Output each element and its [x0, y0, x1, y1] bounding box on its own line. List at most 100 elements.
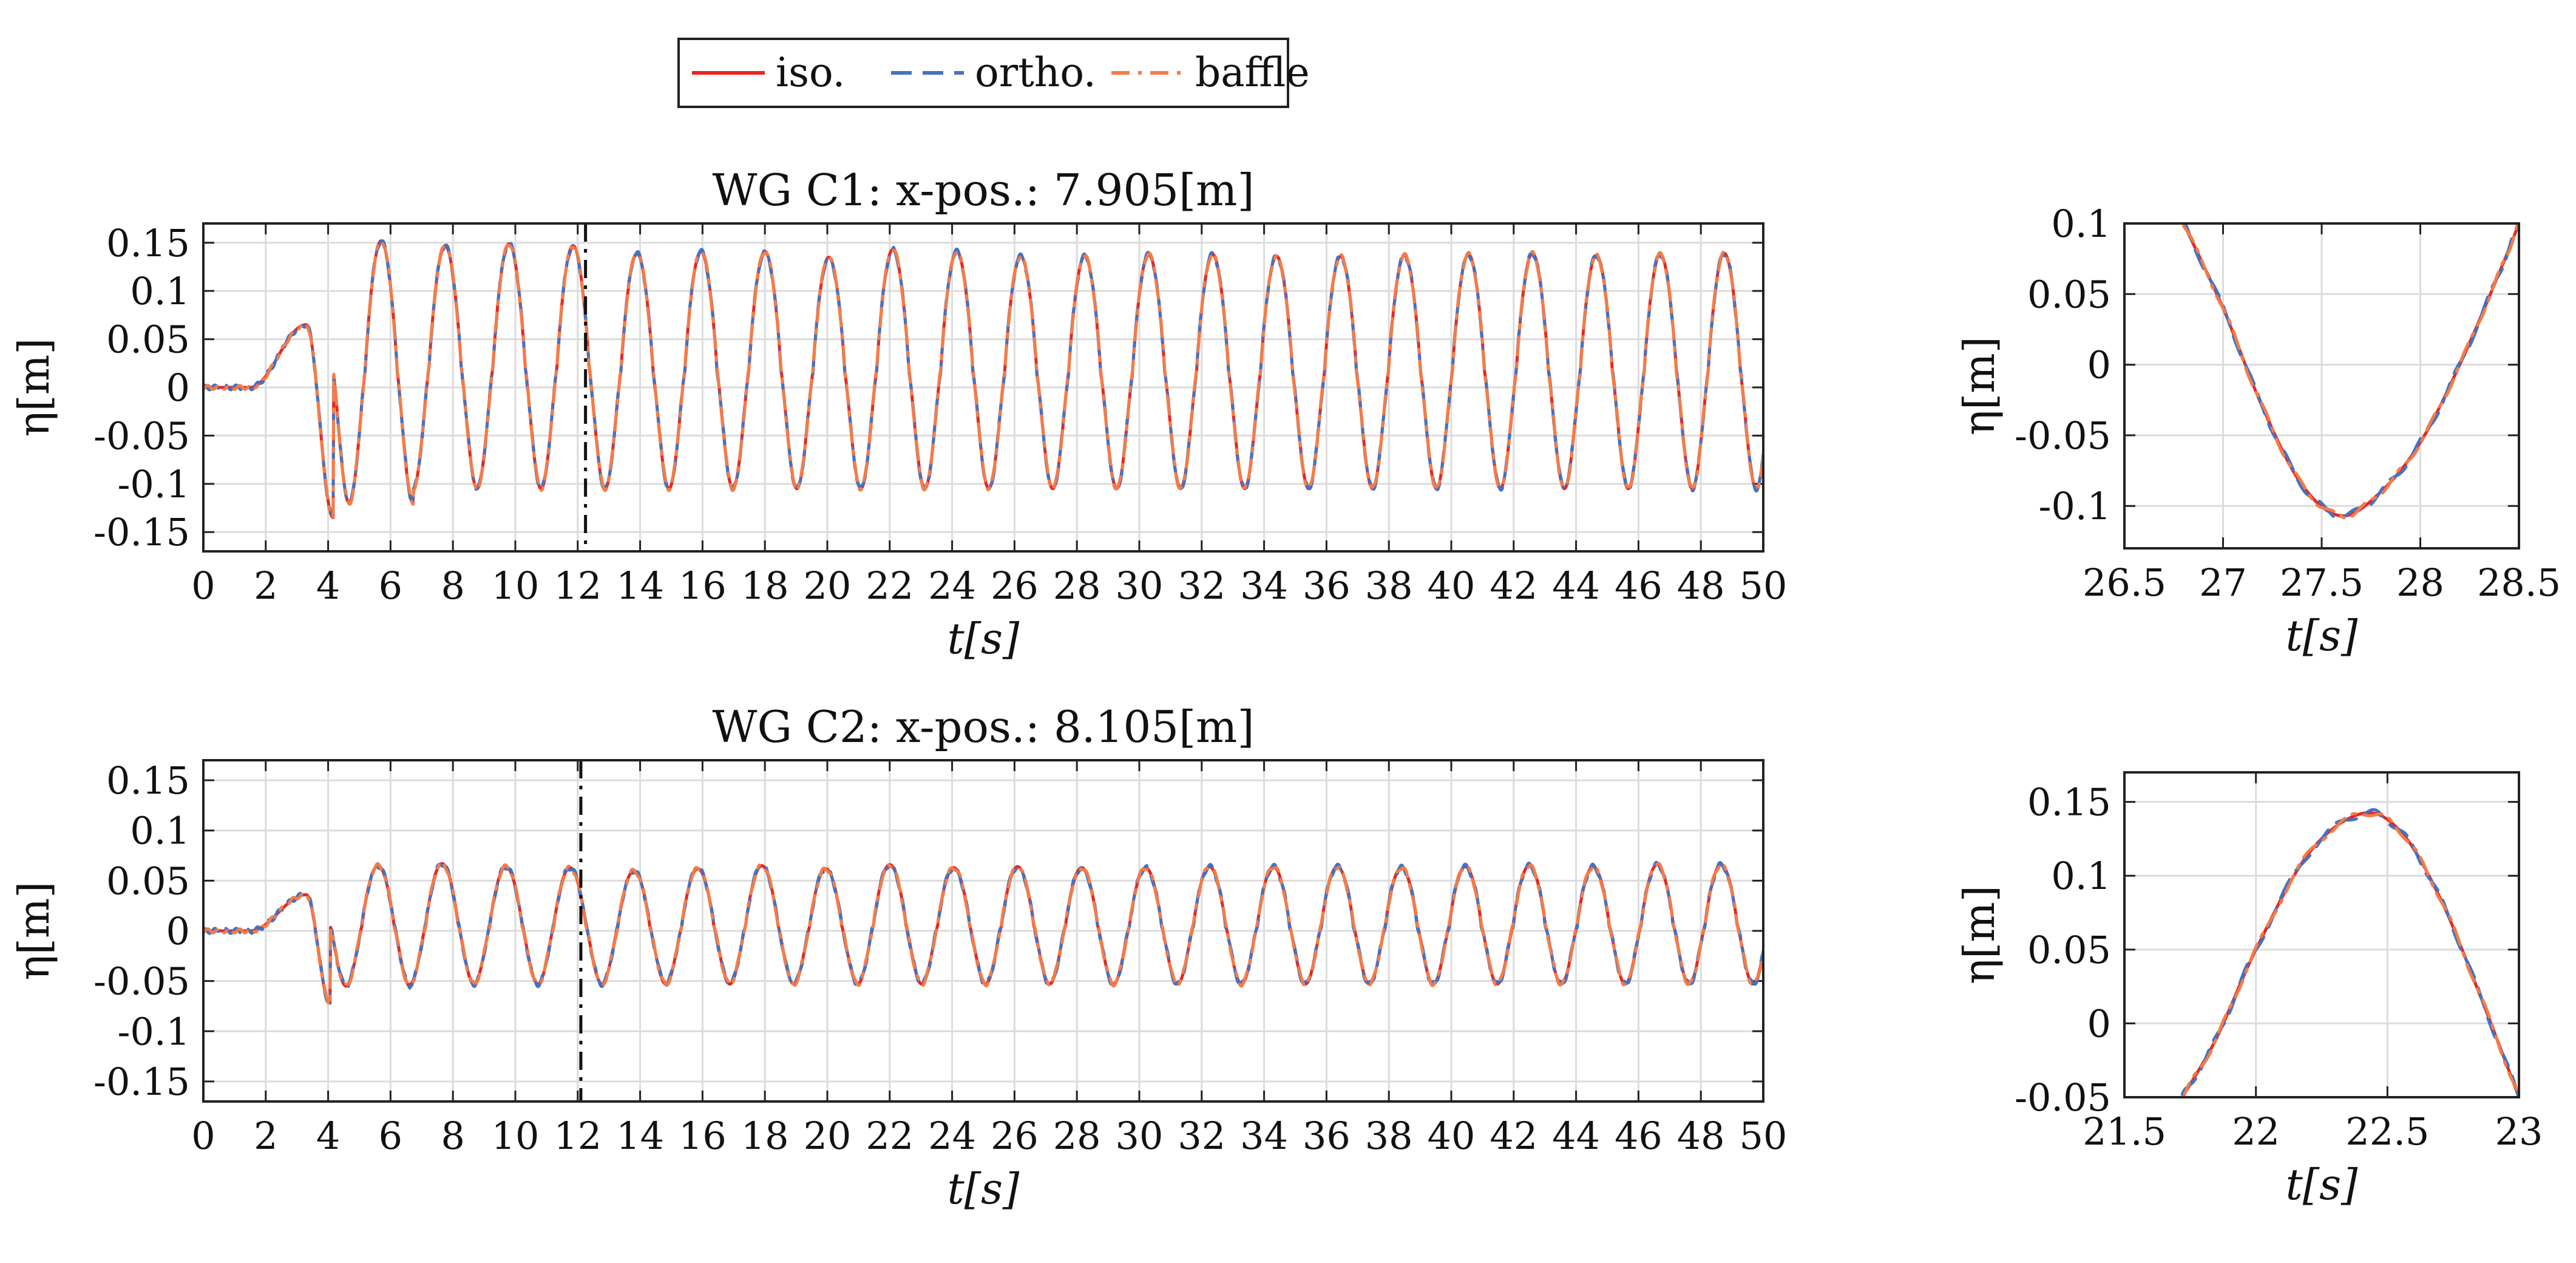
series-line-baffle [203, 240, 1763, 519]
series-group [2180, 808, 2519, 1097]
x-tick-label: 28 [2396, 560, 2444, 605]
x-tick-label: 26 [991, 563, 1039, 608]
legend: iso. ortho. baffle [677, 38, 1310, 108]
y-tick-label: 0 [2087, 343, 2111, 387]
axes-frame [202, 222, 1764, 553]
legend-box [677, 38, 1289, 108]
series-group [203, 860, 1763, 1007]
chart-panel-c1-zoom: 26.5 27 27.5 28 28.5 -0.1 -0.05 0 0.05 0.1 t[s] η[m… [1954, 202, 2561, 661]
x-tick-label: 44 [1552, 1114, 1600, 1158]
x-tick-label: 21.5 [2083, 1109, 2166, 1154]
y-tick-label: 0.1 [2051, 854, 2111, 898]
y-tick-label: 0.15 [106, 758, 190, 803]
x-tick-label: 2 [254, 563, 277, 608]
x-axis-label: t[s] [2286, 1160, 2358, 1210]
y-tick-label: 0.1 [2051, 202, 2111, 246]
x-tick-label: 40 [1428, 563, 1476, 608]
x-tick-label: 42 [1490, 563, 1537, 608]
x-tick-label: 44 [1552, 563, 1600, 608]
x-tick-label: 28 [1053, 1114, 1101, 1158]
y-tick-label: -0.05 [93, 959, 190, 1004]
x-tick-label: 10 [492, 563, 540, 608]
x-tick-label: 28 [1053, 563, 1101, 608]
y-tick-label: -0.1 [2038, 484, 2111, 528]
y-tick-label: -0.05 [2015, 1075, 2111, 1120]
x-tick-label: 30 [1116, 563, 1164, 608]
x-axis-label: t[s] [2286, 611, 2358, 661]
x-tick-label: 18 [741, 563, 789, 608]
x-tick-label: 36 [1303, 1114, 1351, 1158]
legend-label: baffle [1195, 49, 1310, 96]
x-tick-label: 22 [2232, 1109, 2280, 1154]
y-tick-label: 0.1 [130, 809, 190, 853]
x-tick-label: 32 [1178, 1114, 1225, 1158]
y-tick-label: 0.15 [2027, 780, 2111, 825]
x-tick-label: 30 [1116, 1114, 1164, 1158]
x-tick-label: 24 [928, 563, 976, 608]
y-tick-label: 0.05 [106, 859, 190, 903]
x-tick-label: 38 [1365, 1114, 1413, 1158]
x-tick-label: 36 [1303, 563, 1351, 608]
x-tick-label: 10 [492, 1114, 540, 1158]
x-tick-label: 8 [441, 563, 464, 608]
x-tick-label: 38 [1365, 563, 1413, 608]
x-axis-label: t[s] [947, 1164, 1020, 1214]
y-tick-label: -0.15 [93, 510, 190, 554]
y-axis-label: η[m] [1954, 885, 2004, 984]
chart-panel-c2-zoom: 21.5 22 22.5 23 -0.05 0 0.05 0.1 0.15 t[s] η[m] [1954, 771, 2543, 1210]
series-line-baffle [203, 860, 1763, 1007]
y-tick-label: 0 [166, 909, 190, 953]
y-tick-label: 0.05 [106, 318, 190, 362]
y-tick-label: 0.05 [2027, 272, 2111, 316]
x-tick-label: 20 [804, 563, 852, 608]
y-axis-label: η[m] [1954, 336, 2004, 435]
x-tick-label: 4 [316, 1114, 340, 1158]
axes-frame [202, 759, 1764, 1103]
x-tick-label: 46 [1615, 563, 1663, 608]
x-tick-label: 34 [1240, 1114, 1288, 1158]
series-group [2182, 223, 2519, 520]
series-line-iso [2182, 223, 2519, 518]
axes-frame [2123, 222, 2520, 550]
series-line-baffle [2182, 223, 2519, 520]
x-tick-label: 2 [254, 1114, 277, 1158]
series-line-baffle [2181, 812, 2519, 1097]
x-tick-label: 48 [1677, 563, 1725, 608]
x-tick-label: 28.5 [2477, 560, 2561, 605]
x-tick-label: 50 [1740, 563, 1788, 608]
series-line-iso [2180, 811, 2519, 1097]
y-axis-label: η[m] [9, 882, 59, 981]
x-tick-label: 23 [2495, 1109, 2543, 1154]
y-tick-label: -0.1 [117, 462, 190, 506]
x-tick-label: 22 [866, 563, 913, 608]
y-tick-label: 0.05 [2027, 928, 2111, 972]
panel-title: WG C1: x-pos.: 7.905[m] [712, 165, 1254, 216]
x-tick-label: 14 [616, 1114, 664, 1158]
x-tick-label: 4 [316, 563, 340, 608]
x-tick-label: 32 [1178, 563, 1225, 608]
x-tick-label: 16 [679, 1114, 727, 1158]
y-tick-label: 0.15 [106, 221, 190, 265]
x-tick-label: 42 [1490, 1114, 1537, 1158]
x-tick-label: 50 [1740, 1114, 1788, 1158]
x-tick-label: 12 [554, 563, 602, 608]
series-line-ortho [2183, 223, 2519, 520]
panel-title: WG C2: x-pos.: 8.105[m] [712, 701, 1254, 752]
x-tick-label: 12 [554, 1114, 602, 1158]
y-tick-label: -0.15 [93, 1060, 190, 1104]
x-tick-label: 22.5 [2345, 1109, 2429, 1154]
y-axis-label: η[m] [9, 338, 59, 437]
y-tick-label: -0.05 [2015, 414, 2111, 458]
x-axis-label: t[s] [947, 614, 1020, 664]
x-tick-label: 40 [1428, 1114, 1476, 1158]
x-tick-label: 27.5 [2280, 560, 2364, 605]
x-tick-label: 26 [991, 1114, 1039, 1158]
y-tick-label: 0 [2087, 1001, 2111, 1046]
x-tick-label: 18 [741, 1114, 789, 1158]
x-tick-label: 20 [804, 1114, 852, 1158]
x-tick-label: 24 [928, 1114, 976, 1158]
x-tick-label: 27 [2199, 560, 2247, 605]
y-tick-label: -0.05 [93, 414, 190, 458]
x-tick-label: 0 [191, 1114, 215, 1158]
